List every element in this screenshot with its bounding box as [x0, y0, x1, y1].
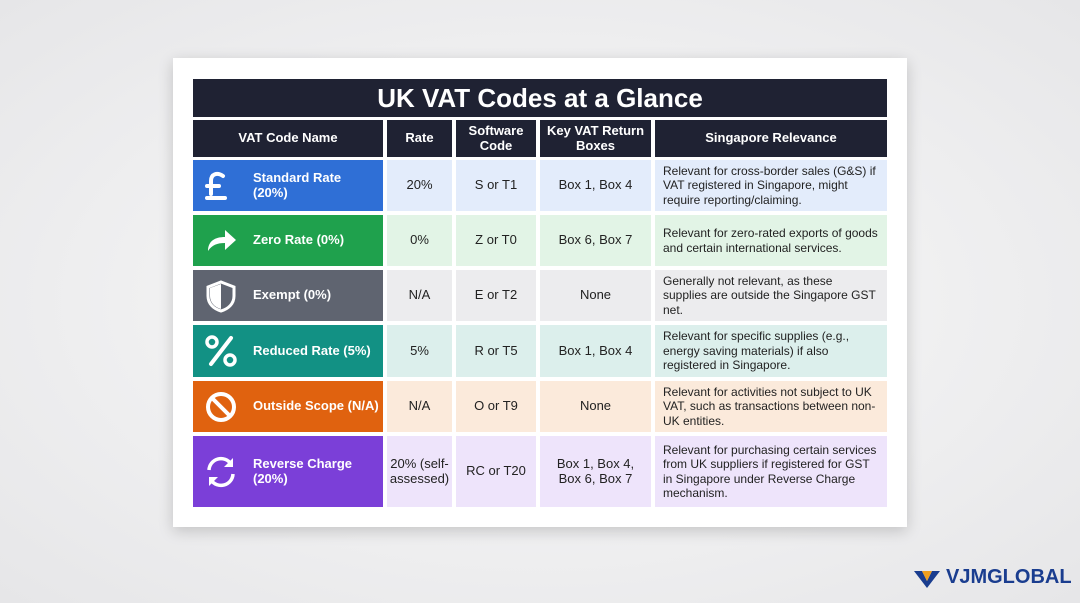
table-cell-text: Box 1, Box 4 [558, 342, 633, 358]
code-name-cell: Reverse Charge (20%) [193, 436, 383, 507]
table-cell-text: N/A [408, 287, 431, 303]
table-cell: E or T2 [456, 270, 536, 321]
table-cell-text: Box 1, Box 4 [558, 177, 633, 193]
table-cell: N/A [387, 270, 452, 321]
table-cell: 20% [387, 160, 452, 211]
header-cell: Rate [387, 120, 452, 157]
table-cell: 5% [387, 325, 452, 377]
table-cell: Box 1, Box 4 [540, 160, 651, 211]
row-icon [207, 456, 235, 487]
code-name-cell: Zero Rate (0%) [193, 215, 383, 266]
table-cell: Box 6, Box 7 [540, 215, 651, 266]
logo-icon [914, 570, 940, 588]
row-icon [206, 279, 236, 313]
table-cell-text: Relevant for specific supplies (e.g., en… [663, 329, 850, 373]
table-cell-text: Generally not relevant, as these supplie… [663, 273, 876, 317]
table-cell-text: None [579, 398, 612, 414]
header-cell: VAT Code Name [193, 120, 383, 157]
table-cell: R or T5 [456, 325, 536, 377]
table-cell-text: R or T5 [474, 342, 518, 358]
table-cell-text: 0% [410, 232, 429, 248]
table-cell: 0% [387, 215, 452, 266]
logo-text: VJMGLOBAL [946, 566, 1072, 588]
table-cell-text: Relevant for purchasing certain services… [663, 442, 877, 500]
table-cell-text: 20% (self-assessed) [389, 455, 450, 486]
header-cell: Software Code [456, 120, 536, 157]
table-cell-text: S or T1 [474, 177, 518, 193]
table-cell: Box 1, Box 4, Box 6, Box 7 [540, 436, 651, 507]
table-cell: S or T1 [456, 160, 536, 211]
table-cell-text: 20% [406, 177, 433, 193]
header-cell-text: Software Code [468, 122, 524, 153]
code-name-cell-text: Reduced Rate (5%) [253, 342, 371, 358]
header-cell-text: VAT Code Name [238, 130, 338, 146]
table-cell: Relevant for zero-rated exports of goods… [655, 215, 887, 266]
table-cell-text: None [579, 287, 612, 303]
table-cell: Relevant for cross-border sales (G&S) if… [655, 160, 887, 211]
row-icon [205, 335, 237, 367]
table-cell: RC or T20 [456, 436, 536, 507]
code-name-cell-text: Exempt (0%) [253, 287, 332, 303]
table-cell: Relevant for activities not subject to U… [655, 381, 887, 432]
table-cell: Relevant for purchasing certain services… [655, 436, 887, 507]
row-icon [205, 171, 227, 200]
header-cell: Key VAT Return Boxes [540, 120, 651, 157]
code-name-cell-text: Outside Scope (N/A) [253, 398, 379, 414]
table-cell: N/A [387, 381, 452, 432]
header-cell-text: Key VAT Return Boxes [546, 122, 645, 153]
table-cell-text: Box 6, Box 7 [558, 232, 633, 248]
table-cell-text: Z or T0 [475, 232, 517, 248]
table-cell-text: O or T9 [474, 398, 518, 414]
code-name-cell-text: Reverse Charge (20%) [253, 455, 352, 486]
table-cell: Generally not relevant, as these supplie… [655, 270, 887, 321]
table-cell-text: E or T2 [474, 287, 518, 303]
table-cell: Relevant for specific supplies (e.g., en… [655, 325, 887, 377]
table-cell: Box 1, Box 4 [540, 325, 651, 377]
table-cell: Z or T0 [456, 215, 536, 266]
header-cell-text: Singapore Relevance [705, 130, 837, 146]
table-cell-text: 5% [410, 342, 429, 358]
logo: VJMGLOBAL [912, 566, 1072, 589]
table-cell: None [540, 381, 651, 432]
code-name-cell-text: Zero Rate (0%) [253, 232, 345, 248]
code-name-cell: Reduced Rate (5%) [193, 325, 383, 377]
table-cell-text: RC or T20 [466, 463, 526, 479]
table-cell-text: Relevant for zero-rated exports of goods… [663, 226, 878, 255]
row-icon [208, 229, 236, 251]
title: UK VAT Codes at a Glance [193, 79, 887, 117]
code-name-cell-text: Standard Rate (20%) [253, 169, 342, 200]
row-icon [206, 391, 236, 422]
header-cell: Singapore Relevance [655, 120, 887, 157]
code-name-cell: Exempt (0%) [193, 270, 383, 321]
table-cell-text: N/A [408, 398, 431, 414]
table-cell-text: Relevant for cross-border sales (G&S) if… [663, 163, 876, 207]
table-cell: 20% (self-assessed) [387, 436, 452, 507]
table-cell-text: Relevant for activities not subject to U… [663, 384, 876, 428]
code-name-cell: Outside Scope (N/A) [193, 381, 383, 432]
code-name-cell: Standard Rate (20%) [193, 160, 383, 211]
table-cell: O or T9 [456, 381, 536, 432]
table-cell-text: Box 1, Box 4, Box 6, Box 7 [556, 455, 635, 486]
header-cell-text: Rate [405, 130, 434, 146]
table-cell: None [540, 270, 651, 321]
